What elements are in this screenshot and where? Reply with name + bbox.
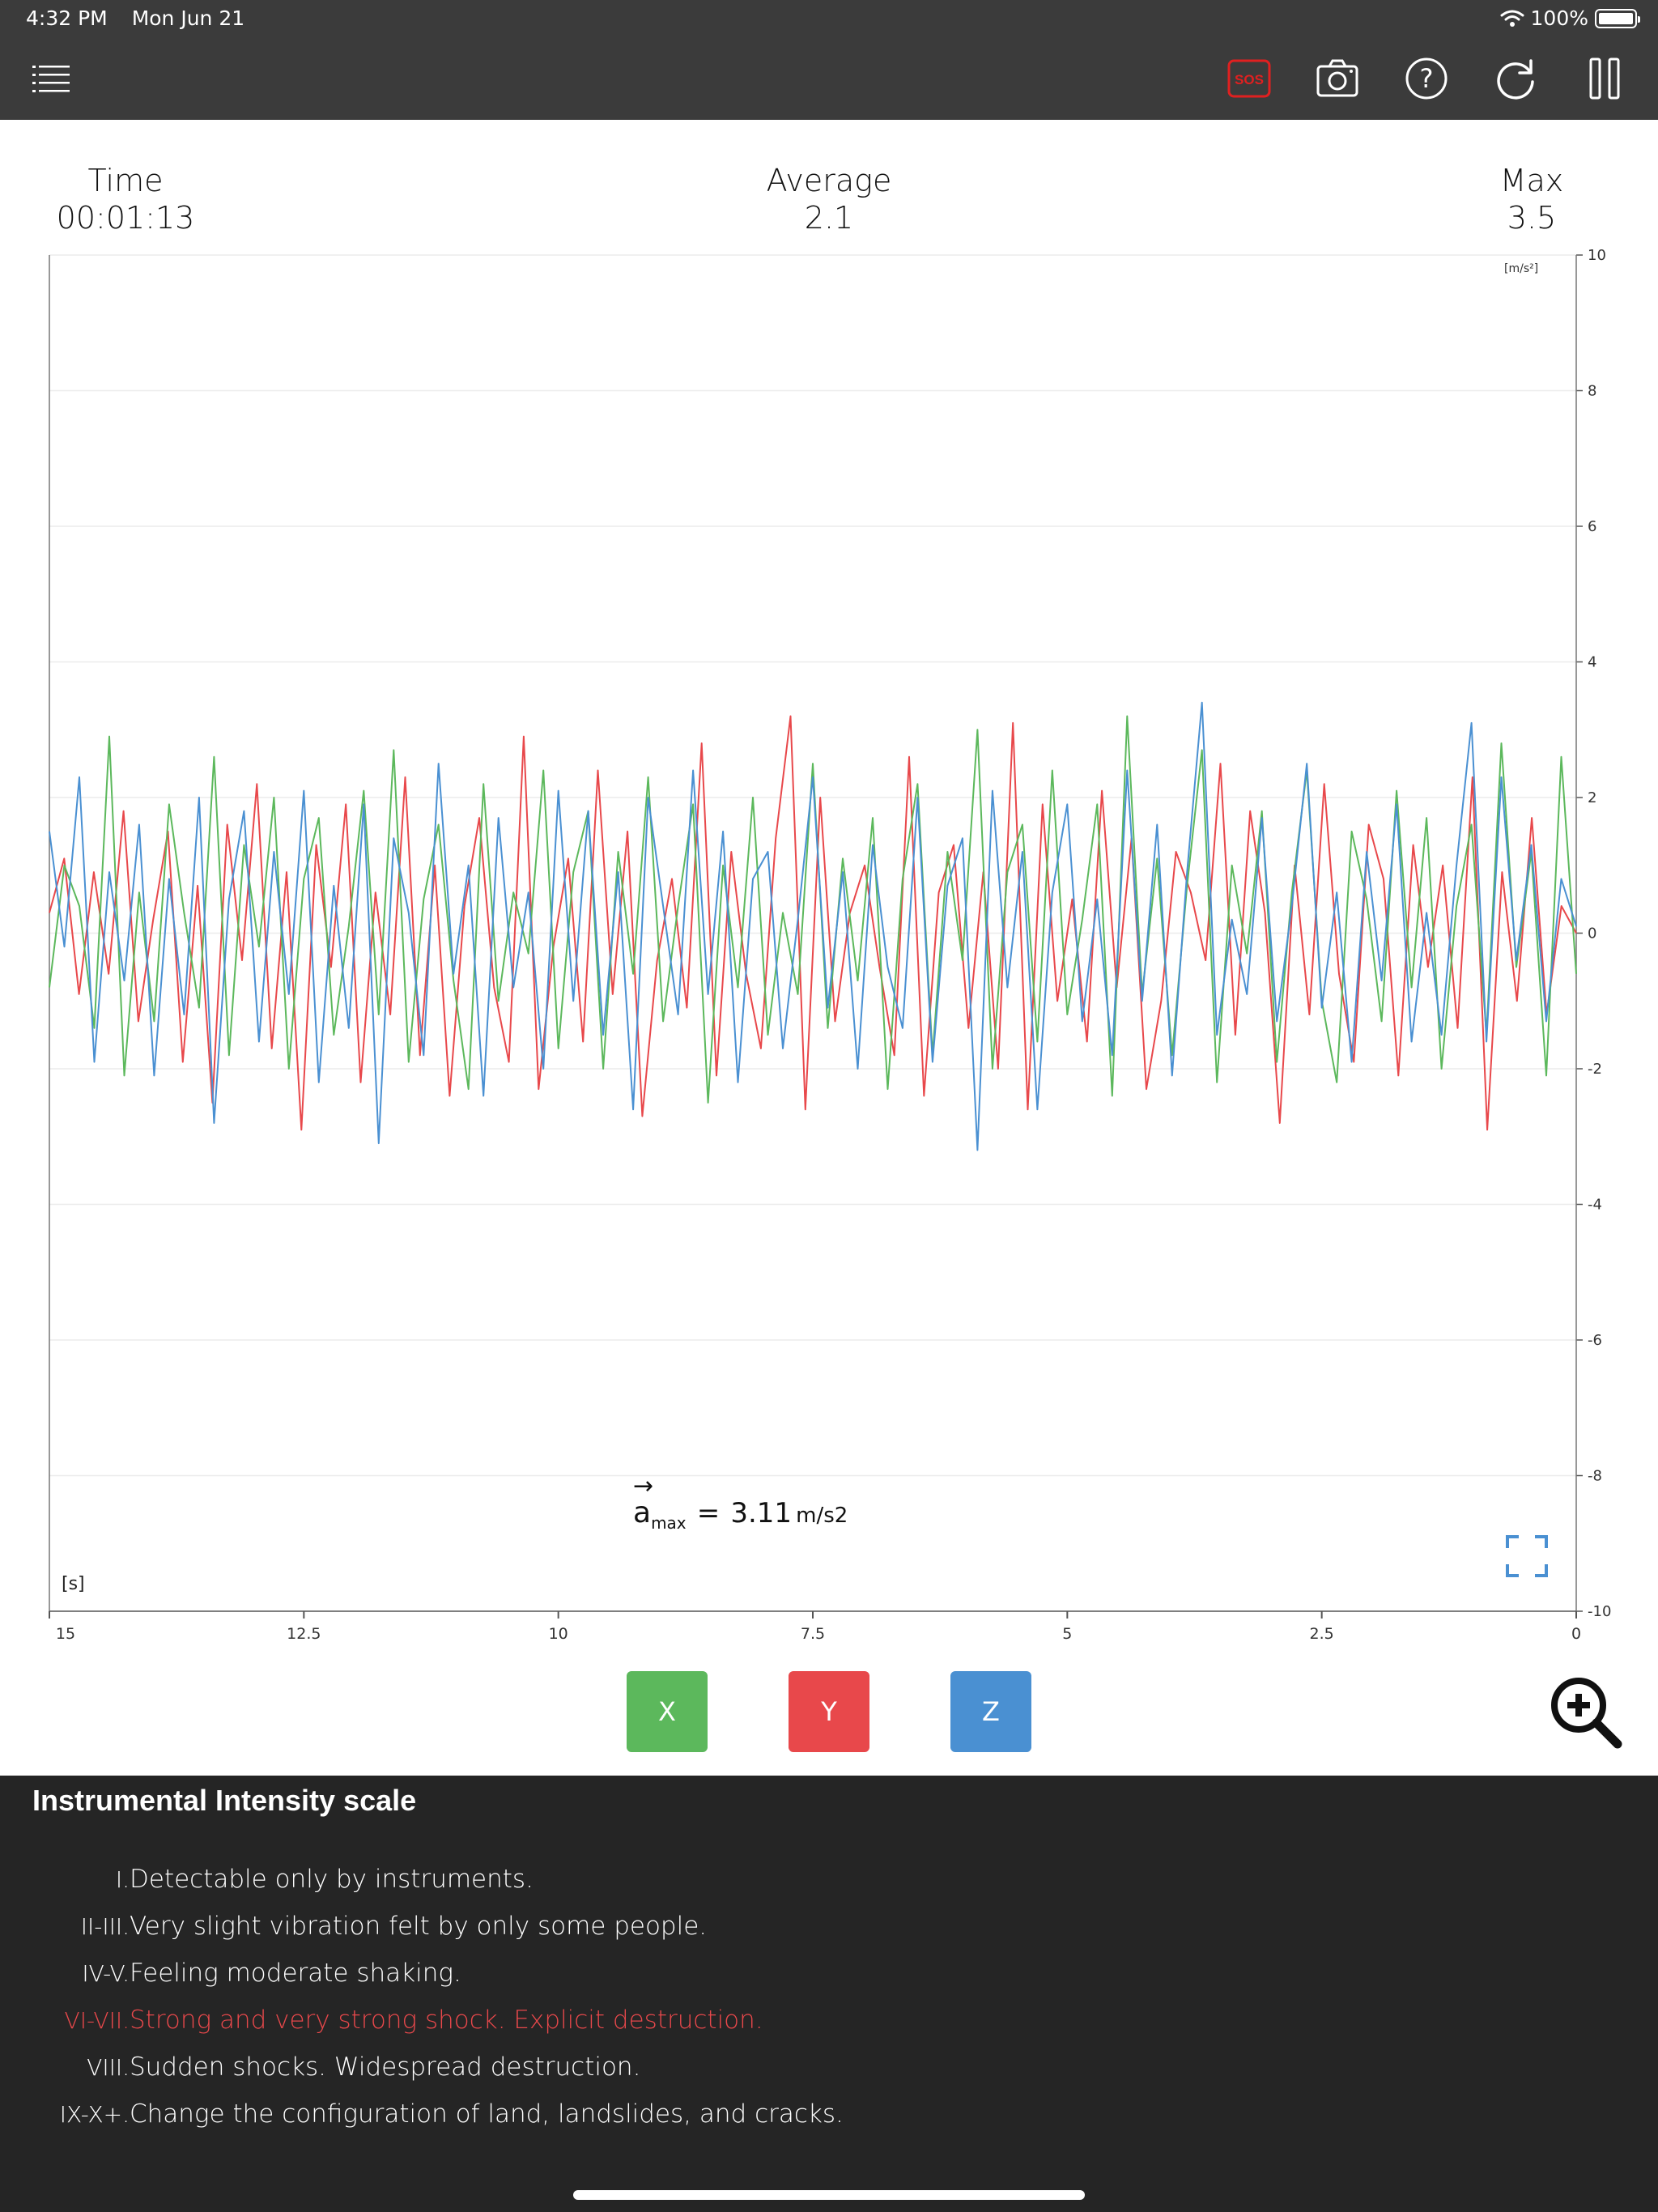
axis-x-label: X	[658, 1696, 676, 1727]
intensity-level: IX-X+.	[59, 2101, 130, 2128]
axis-y-button[interactable]: Y	[789, 1671, 869, 1752]
battery-percent: 100%	[1530, 6, 1588, 30]
intensity-description: Detectable only by instruments.	[130, 1865, 534, 1894]
status-bar-left: 4:32 PM Mon Jun 21	[26, 6, 262, 30]
amax-unit: m/s2	[796, 1504, 848, 1528]
intensity-row: II-III.Very slight vibration felt by onl…	[81, 1912, 707, 1941]
sos-icon[interactable]: SOS	[1221, 50, 1278, 107]
x-tick-label: 0	[1571, 1625, 1581, 1643]
chart-series	[49, 701, 1577, 1151]
intensity-row: VI-VII.Strong and very strong shock. Exp…	[65, 2006, 763, 2035]
status-time: 4:32 PM	[26, 6, 108, 30]
amax-subscript: max	[651, 1513, 687, 1533]
x-tick-labels: 15 12.5 10 7.5 5 2.5 0	[56, 1625, 1581, 1643]
y-tick-label: -6	[1588, 1332, 1602, 1349]
x-tick-label: 12.5	[287, 1625, 321, 1643]
series-line-x	[49, 715, 1577, 1104]
intensity-description: Strong and very strong shock. Explicit d…	[130, 2006, 763, 2035]
x-tick-label: 2.5	[1310, 1625, 1334, 1643]
x-tick-label: 7.5	[801, 1625, 825, 1643]
help-label: ?	[1420, 63, 1434, 94]
zoom-in-icon[interactable]	[1546, 1673, 1624, 1750]
amax-value: 3.11	[730, 1497, 793, 1529]
y-tick-label: 10	[1588, 247, 1606, 264]
series-line-y	[49, 715, 1577, 1131]
sos-label: SOS	[1235, 72, 1264, 87]
max-value: 3.5	[1507, 200, 1557, 236]
intensity-row: IV-V.Feeling moderate shaking.	[82, 1959, 461, 1988]
help-icon[interactable]: ?	[1398, 50, 1455, 107]
axis-z-label: Z	[982, 1696, 1000, 1727]
y-tick-label: 0	[1588, 925, 1596, 942]
intensity-level: IV-V.	[82, 1960, 130, 1987]
time-label: Time	[87, 163, 164, 198]
y-tick-label: 6	[1588, 518, 1596, 535]
intensity-level: I.	[115, 1866, 130, 1893]
refresh-icon[interactable]	[1487, 50, 1544, 107]
y-tick-label: 8	[1588, 383, 1596, 400]
x-tick-label: 15	[56, 1625, 75, 1643]
intensity-row: I.Detectable only by instruments.	[116, 1865, 534, 1894]
x-tick-label: 5	[1062, 1625, 1072, 1643]
pause-icon[interactable]	[1576, 50, 1633, 107]
y-tick-label: -2	[1588, 1061, 1602, 1078]
intensity-row: IX-X+.Change the configuration of land, …	[60, 2099, 844, 2129]
battery-icon	[1595, 8, 1640, 28]
stat-time: Time 00:01:13	[45, 162, 206, 236]
y-tick-label: 4	[1588, 654, 1596, 671]
home-indicator[interactable]	[573, 2190, 1085, 2200]
y-tick-label: 2	[1588, 789, 1596, 806]
intensity-description: Very slight vibration felt by only some …	[130, 1912, 708, 1941]
status-bar-right: 100%	[1500, 6, 1640, 30]
intensity-row: VIII.Sudden shocks. Widespread destructi…	[87, 2052, 640, 2082]
fullscreen-icon[interactable]	[1504, 1534, 1550, 1579]
acceleration-chart[interactable]: 10 8 6 4 2 0 -2 -4 -6 -8 -10 15 12.5 10 7.5 5 2.5 0	[0, 243, 1658, 1668]
axis-x-button[interactable]: X	[627, 1671, 708, 1752]
status-date: Mon Jun 21	[131, 6, 245, 30]
wifi-icon	[1500, 10, 1524, 27]
intensity-scale-panel: Instrumental Intensity scale I.Detectabl…	[0, 1776, 1658, 2212]
axis-y-label: Y	[821, 1696, 837, 1727]
top-bar: 4:32 PM Mon Jun 21 100% SOS	[0, 0, 1658, 120]
y-tick-labels: 10 8 6 4 2 0 -2 -4 -6 -8 -10	[1588, 247, 1611, 1620]
chart-axes	[49, 254, 1583, 1619]
max-label: Max	[1499, 163, 1564, 198]
intensity-level: VI-VII.	[64, 2007, 130, 2034]
amax-symbol: a	[633, 1496, 651, 1529]
list-icon[interactable]	[23, 50, 79, 107]
intensity-level: II-III.	[80, 1913, 130, 1940]
amax-readout: amax = 3.11 m/s2	[633, 1496, 848, 1533]
average-label: Average	[766, 163, 892, 198]
average-value: 2.1	[804, 200, 854, 236]
y-tick-label: -8	[1588, 1468, 1602, 1485]
stat-average: Average 2.1	[748, 162, 910, 236]
axis-z-button[interactable]: Z	[950, 1671, 1031, 1752]
time-value: 00:01:13	[56, 200, 195, 236]
stat-max: Max 3.5	[1451, 162, 1613, 236]
x-tick-label: 10	[549, 1625, 568, 1643]
intensity-level: VIII.	[87, 2054, 130, 2081]
x-axis-unit: [s]	[62, 1574, 85, 1594]
intensity-description: Change the configuration of land, landsl…	[130, 2099, 844, 2129]
camera-icon[interactable]	[1309, 50, 1366, 107]
amax-equals: =	[696, 1497, 721, 1529]
series-line-z	[49, 701, 1577, 1151]
intensity-description: Feeling moderate shaking.	[130, 1959, 461, 1988]
y-axis-unit: [m/s²]	[1504, 262, 1539, 275]
y-tick-label: -10	[1588, 1603, 1611, 1620]
intensity-description: Sudden shocks. Widespread destruction.	[130, 2052, 641, 2082]
y-tick-label: -4	[1588, 1197, 1602, 1214]
intensity-title: Instrumental Intensity scale	[32, 1784, 417, 1817]
